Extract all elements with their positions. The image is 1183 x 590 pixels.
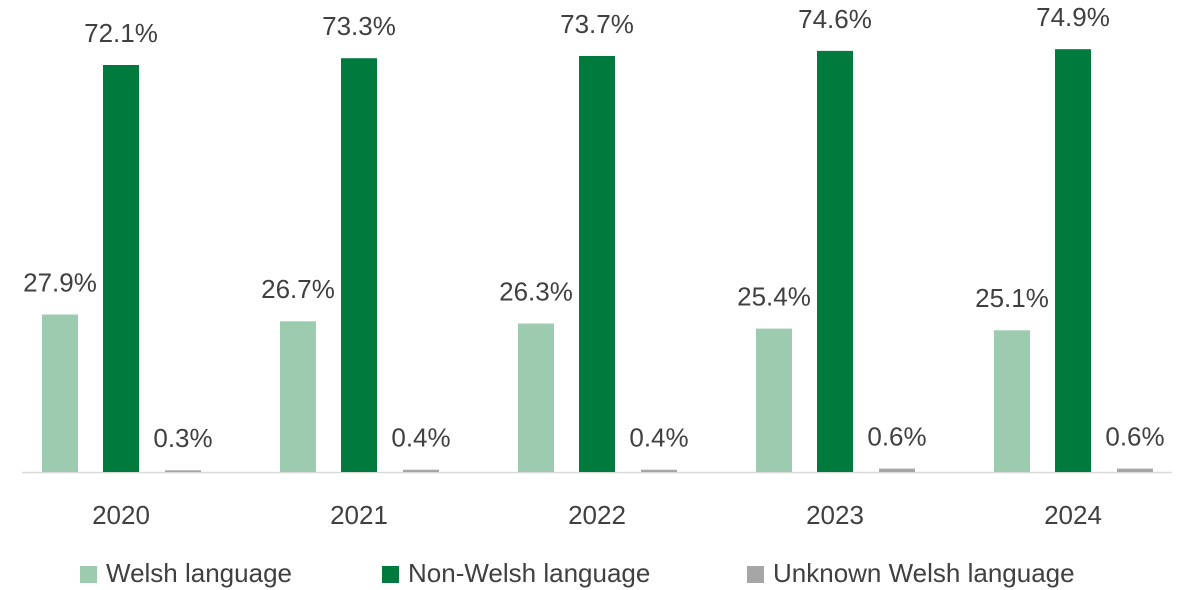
value-label: 26.7% [261,274,335,304]
legend-swatch [80,566,97,583]
bar [341,58,377,473]
legend-label: Non-Welsh language [408,558,650,588]
bar [280,321,316,472]
bar [103,64,139,473]
value-label: 0.6% [1105,421,1164,451]
x-tick-label: 2023 [806,500,864,530]
value-label: 72.1% [84,18,158,48]
value-label: 25.4% [737,281,811,311]
bar [994,330,1030,472]
value-label: 0.3% [153,423,212,453]
bar [1055,49,1091,472]
value-label: 0.4% [629,423,688,453]
bar [641,469,677,472]
bar [403,469,439,472]
x-tick-label: 2020 [92,500,150,530]
x-tick-label: 2021 [330,500,388,530]
legend-swatch [382,566,399,583]
bar [879,468,915,472]
value-label: 25.1% [975,283,1049,313]
bar [42,314,78,472]
legend-label: Welsh language [106,558,292,588]
bar [579,55,615,472]
legend-label: Unknown Welsh language [773,558,1075,588]
x-tick-label: 2024 [1044,500,1102,530]
x-tick-label: 2022 [568,500,626,530]
legend-swatch [747,566,764,583]
bar [817,50,853,473]
value-label: 73.3% [322,11,396,41]
value-label: 0.6% [867,421,926,451]
value-label: 0.4% [391,423,450,453]
bar [756,328,792,472]
bar [1117,468,1153,472]
value-label: 27.9% [23,267,97,297]
value-label: 74.9% [1036,2,1110,32]
value-label: 73.7% [560,9,634,39]
bar [165,470,201,472]
value-label: 26.3% [499,276,573,306]
value-label: 74.6% [798,4,872,34]
bar [518,323,554,472]
